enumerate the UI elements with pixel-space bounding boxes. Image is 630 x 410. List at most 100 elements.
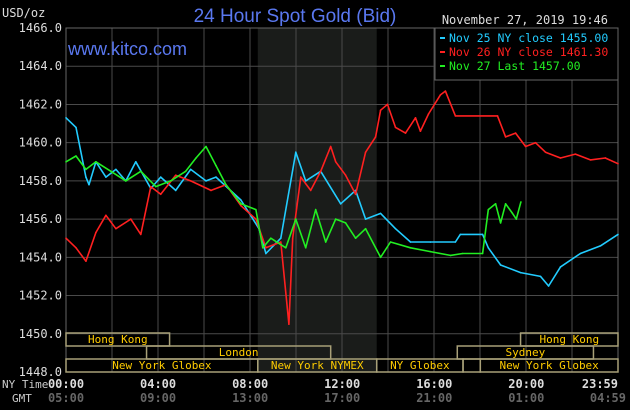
y-tick-label: 1456.0 bbox=[19, 212, 62, 226]
series-point-0 bbox=[135, 160, 137, 163]
series-point-2 bbox=[225, 183, 227, 186]
series-point-1 bbox=[419, 130, 422, 132]
series-point-1 bbox=[334, 160, 337, 163]
series-point-0 bbox=[65, 117, 67, 119]
series-point-2 bbox=[65, 160, 67, 163]
series-point-2 bbox=[520, 201, 522, 203]
series-point-1 bbox=[130, 218, 132, 220]
series-point-0 bbox=[265, 252, 267, 255]
legend-entry: Nov 27 Last 1457.00 bbox=[449, 59, 581, 73]
series-point-2 bbox=[195, 157, 197, 159]
x-axis-gmt-label: GMT bbox=[12, 392, 32, 405]
series-point-1 bbox=[115, 227, 117, 230]
session-label: Hong Kong bbox=[88, 333, 148, 346]
series-point-1 bbox=[140, 233, 142, 236]
series-point-0 bbox=[579, 252, 582, 255]
series-point-1 bbox=[319, 170, 322, 173]
series-point-1 bbox=[444, 90, 447, 92]
series-point-0 bbox=[85, 176, 87, 178]
series-point-1 bbox=[574, 153, 577, 155]
session-label: New York NYMEX bbox=[271, 359, 364, 372]
series-point-2 bbox=[314, 208, 317, 211]
series-point-1 bbox=[149, 185, 152, 188]
series-point-2 bbox=[494, 203, 497, 205]
series-point-2 bbox=[409, 246, 412, 249]
series-point-2 bbox=[487, 208, 490, 211]
series-point-1 bbox=[159, 193, 162, 196]
series-point-0 bbox=[115, 168, 117, 171]
series-point-1 bbox=[617, 162, 619, 165]
series-point-1 bbox=[394, 126, 397, 129]
series-point-1 bbox=[544, 151, 547, 154]
series-point-1 bbox=[189, 180, 192, 182]
series-point-1 bbox=[75, 246, 77, 249]
series-point-0 bbox=[379, 212, 382, 215]
x-tick-ny: 12:00 bbox=[324, 377, 360, 391]
series-point-1 bbox=[379, 109, 382, 111]
series-point-0 bbox=[487, 246, 490, 249]
series-point-0 bbox=[499, 264, 502, 266]
series-point-2 bbox=[389, 241, 392, 243]
session-box bbox=[479, 358, 619, 373]
series-point-1 bbox=[589, 159, 592, 161]
series-point-2 bbox=[324, 241, 327, 243]
series-point-0 bbox=[454, 241, 457, 243]
series-point-1 bbox=[309, 189, 312, 192]
y-tick-label: 1450.0 bbox=[19, 327, 62, 341]
y-tick-label: 1452.0 bbox=[19, 289, 62, 303]
x-tick-ny: 20:00 bbox=[508, 377, 544, 391]
series-point-1 bbox=[255, 218, 257, 220]
series-point-0 bbox=[559, 266, 562, 268]
series-point-0 bbox=[539, 275, 542, 278]
session-label: New York Globex bbox=[112, 359, 212, 372]
series-point-1 bbox=[344, 174, 347, 176]
x-axis-ny-time-label: NY Time bbox=[2, 378, 48, 391]
session-label: New York Globex bbox=[499, 359, 599, 372]
series-point-1 bbox=[329, 145, 332, 148]
series-point-1 bbox=[65, 237, 67, 240]
series-point-0 bbox=[189, 168, 192, 171]
y-tick-label: 1448.0 bbox=[19, 365, 62, 379]
series-point-1 bbox=[559, 157, 562, 159]
series-point-1 bbox=[105, 214, 107, 217]
series-point-0 bbox=[105, 176, 107, 178]
series-point-1 bbox=[514, 132, 517, 134]
series-point-1 bbox=[240, 204, 242, 207]
session-label: London bbox=[219, 346, 259, 359]
series-point-0 bbox=[364, 218, 367, 220]
x-tick-gmt: 21:00 bbox=[416, 391, 452, 405]
series-point-0 bbox=[409, 241, 412, 243]
series-point-0 bbox=[88, 183, 90, 186]
x-tick-gmt: 09:00 bbox=[140, 391, 176, 405]
series-point-2 bbox=[75, 155, 77, 157]
series-point-0 bbox=[75, 126, 77, 129]
x-tick-ny: 08:00 bbox=[232, 377, 268, 391]
series-point-2 bbox=[481, 252, 484, 255]
series-point-2 bbox=[95, 160, 97, 163]
series-point-1 bbox=[534, 141, 537, 144]
series-point-2 bbox=[261, 246, 264, 249]
series-point-1 bbox=[299, 176, 302, 178]
legend-box bbox=[434, 27, 619, 81]
x-tick-gmt: 01:00 bbox=[508, 391, 544, 405]
series-point-1 bbox=[604, 157, 607, 159]
series-point-0 bbox=[159, 176, 162, 178]
watermark-url: www.kitco.com bbox=[67, 39, 187, 59]
y-axis-unit-label: USD/oz bbox=[2, 6, 45, 20]
series-point-0 bbox=[294, 151, 297, 154]
series-point-0 bbox=[547, 285, 550, 287]
series-point-1 bbox=[291, 237, 294, 240]
series-point-2 bbox=[429, 250, 432, 253]
timestamp: November 27, 2019 19:46 bbox=[442, 13, 608, 27]
series-point-2 bbox=[154, 185, 157, 188]
series-point-1 bbox=[454, 115, 457, 117]
series-point-1 bbox=[524, 145, 527, 148]
series-point-0 bbox=[205, 180, 207, 182]
series-point-2 bbox=[499, 222, 502, 224]
x-tick-ny: 23:59 bbox=[582, 377, 618, 391]
series-point-2 bbox=[504, 203, 507, 205]
series-point-0 bbox=[174, 189, 177, 192]
x-tick-ny: 00:00 bbox=[48, 377, 84, 391]
series-point-0 bbox=[481, 233, 484, 236]
